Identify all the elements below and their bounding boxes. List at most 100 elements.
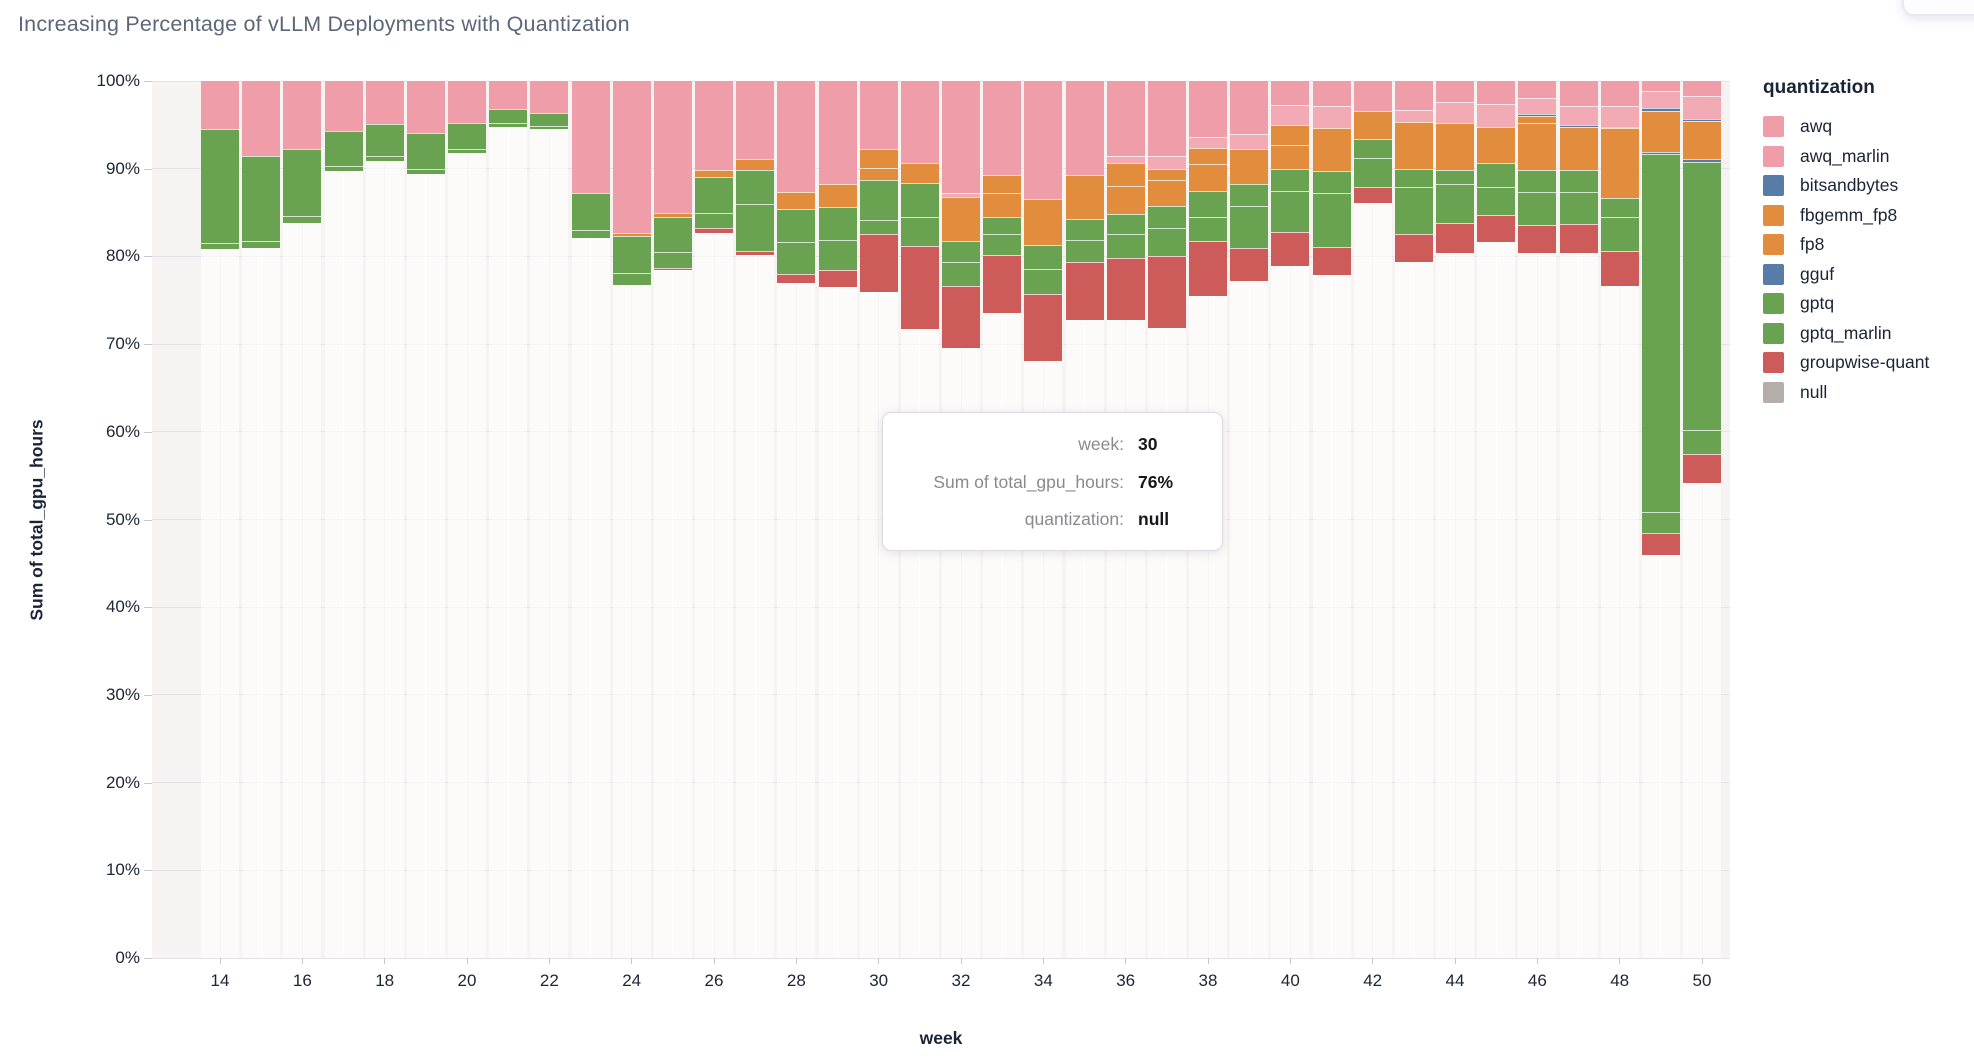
legend-item-label: gptq [1800, 293, 1835, 313]
gptq-segment [983, 216, 1022, 235]
bar-week-17[interactable] [324, 81, 363, 958]
x-tick-mark [1372, 958, 1374, 964]
y-tick-mark [144, 431, 152, 433]
y-tick-label: 60% [105, 421, 140, 441]
bar-week-38[interactable] [1189, 81, 1227, 958]
bitsandbytes-segment [1518, 114, 1557, 117]
null-segment [489, 126, 528, 958]
y-gridline [152, 606, 1730, 608]
y-gridline [152, 957, 1730, 959]
bar-week-40[interactable] [1271, 81, 1310, 958]
x-tick-label: 16 [292, 971, 312, 990]
legend-item-fp8[interactable]: fp8 [1763, 234, 1968, 255]
bar-week-29[interactable] [818, 81, 857, 958]
bar-week-15[interactable] [242, 81, 281, 958]
y-tick-label: 90% [105, 158, 140, 178]
gptq-segment [406, 132, 445, 169]
awq-segment [942, 81, 980, 194]
bar-week-18[interactable] [365, 81, 404, 958]
awq_marlin-segment [1230, 133, 1269, 149]
bar-week-48[interactable] [1600, 81, 1639, 958]
gptq_marlin-segment [365, 156, 404, 161]
bar-week-50[interactable] [1683, 81, 1721, 958]
bar-week-47[interactable] [1559, 81, 1598, 958]
legend-item-bitsandbytes[interactable]: bitsandbytes [1763, 175, 1968, 196]
bar-week-14[interactable] [201, 81, 239, 958]
bar-week-42[interactable] [1353, 81, 1392, 958]
gptq-segment [571, 193, 610, 231]
bar-week-21[interactable] [489, 81, 528, 958]
gptq_marlin-segment [942, 261, 980, 287]
legend-item-gguf[interactable]: gguf [1763, 263, 1968, 285]
gptq-segment [365, 123, 404, 157]
y-gridline [152, 168, 1730, 170]
gptq-segment [448, 123, 486, 149]
fp8-segment [900, 163, 939, 183]
bar-week-43[interactable] [1394, 81, 1433, 958]
legend-item-fbgemm_fp8[interactable]: fbgemm_fp8 [1763, 204, 1968, 226]
bar-week-30[interactable] [859, 81, 898, 958]
awq-segment [1024, 81, 1063, 200]
x-tick-label: 30 [869, 971, 889, 990]
x-tick-label: 18 [375, 971, 395, 990]
fp8-segment [777, 191, 816, 210]
gptq-segment [242, 155, 281, 242]
legend-item-label: awq [1800, 116, 1833, 136]
bar-week-25[interactable] [653, 81, 692, 958]
awq-segment [900, 81, 939, 164]
null-segment [448, 152, 486, 958]
awq-segment [736, 81, 775, 160]
groupwise-quant-segment [983, 254, 1022, 314]
bar-week-44[interactable] [1436, 81, 1474, 958]
awq-segment [1559, 81, 1598, 106]
legend-item-null[interactable]: null [1763, 381, 1968, 403]
null-segment [1641, 555, 1680, 958]
x-tick-mark [384, 958, 386, 964]
bar-week-49[interactable] [1641, 81, 1680, 958]
legend-item-awq[interactable]: awq [1763, 116, 1968, 137]
bar-week-24[interactable] [612, 81, 651, 958]
y-tick-mark [144, 870, 152, 872]
bar-week-41[interactable] [1312, 81, 1351, 958]
bar-week-26[interactable] [695, 81, 733, 958]
bar-week-23[interactable] [571, 81, 610, 958]
x-tick-mark [795, 958, 797, 964]
legend-item-awq_marlin[interactable]: awq_marlin [1763, 145, 1968, 167]
groupwise-quant-segment [1189, 241, 1227, 296]
gptq-segment [283, 148, 322, 217]
bar-week-20[interactable] [448, 81, 486, 958]
bar-week-45[interactable] [1477, 81, 1516, 958]
fbgemm_fp8-segment [1518, 116, 1557, 124]
fbgemm_fp8-segment [1189, 147, 1227, 165]
x-tick-mark [466, 958, 468, 964]
legend-item-gptq_marlin[interactable]: gptq_marlin [1763, 322, 1968, 344]
bar-week-19[interactable] [406, 81, 445, 958]
bar-week-27[interactable] [736, 81, 775, 958]
tooltip-row-label: week: [1078, 434, 1124, 454]
bar-week-28[interactable] [777, 81, 816, 958]
bar-week-39[interactable] [1230, 81, 1269, 958]
legend-item-groupwise-quant[interactable]: groupwise-quant [1763, 352, 1968, 373]
bitsandbytes-segment [1683, 118, 1721, 122]
legend-swatch [1763, 322, 1784, 344]
null-segment [1559, 252, 1598, 958]
null-segment [859, 292, 898, 958]
groupwise-quant-segment [736, 251, 775, 255]
gptq_marlin-segment [859, 219, 898, 235]
legend: quantization awq awq_marlin bitsandbytes fb… [1763, 76, 1968, 411]
gptq_marlin-segment [489, 123, 528, 127]
y-tick-mark [144, 782, 152, 784]
fp8-segment [1353, 110, 1392, 139]
null-segment [695, 232, 733, 958]
null-segment [571, 237, 610, 958]
x-tick-label: 24 [622, 971, 642, 990]
bar-week-46[interactable] [1518, 81, 1557, 958]
awq-segment [1518, 81, 1557, 98]
bar-week-16[interactable] [283, 81, 322, 958]
x-axis-title: week [919, 1028, 963, 1048]
fp8-segment [1641, 110, 1680, 153]
legend-item-gptq[interactable]: gptq [1763, 293, 1968, 314]
bar-week-22[interactable] [530, 81, 569, 958]
awq-segment [1641, 81, 1680, 91]
